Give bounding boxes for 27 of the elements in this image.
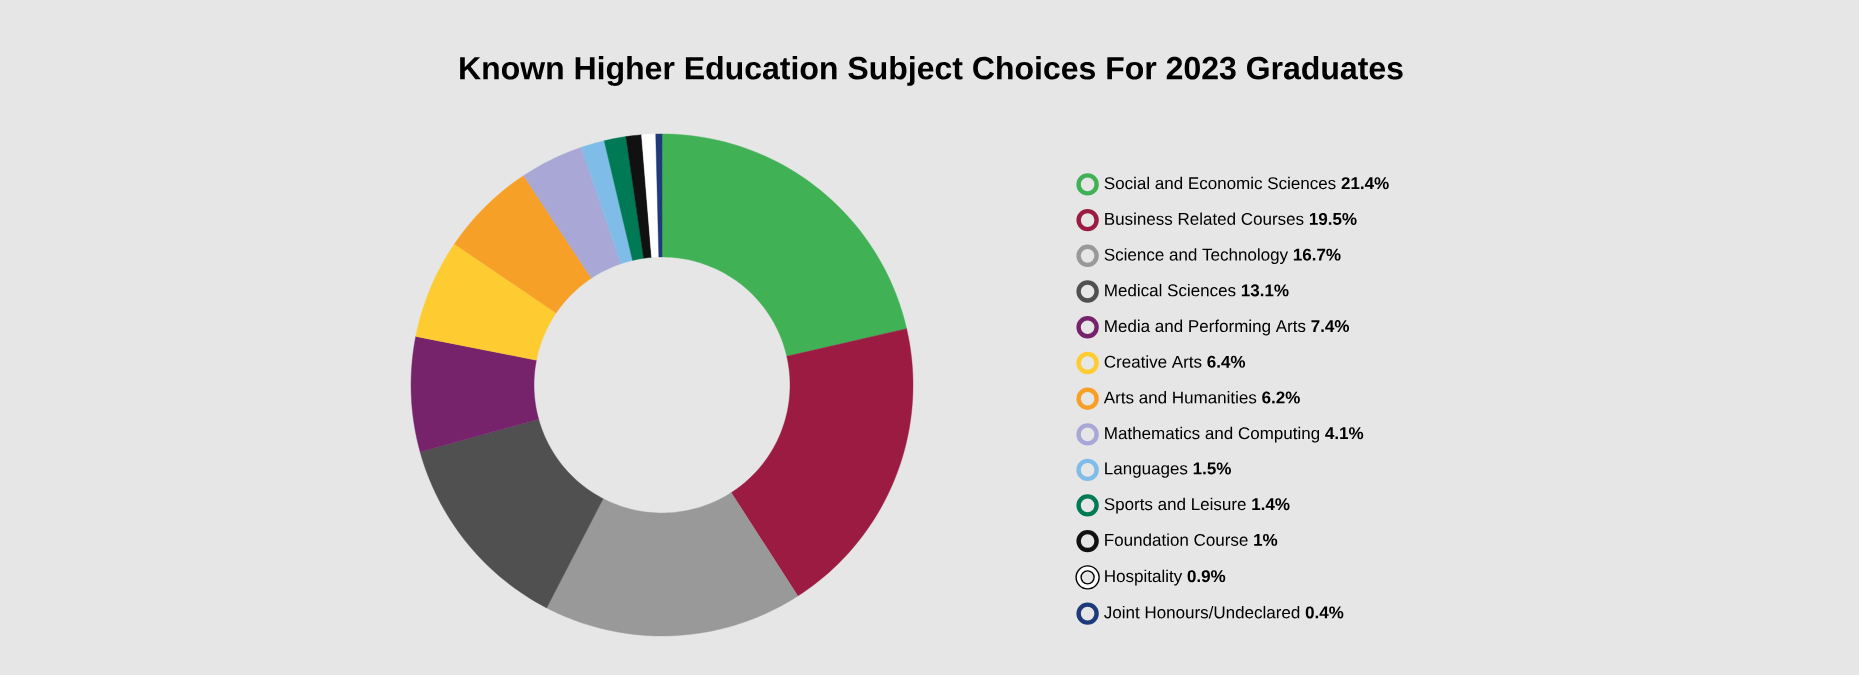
legend-label: Sports and Leisure xyxy=(1104,497,1246,514)
legend-label: Medical Sciences xyxy=(1105,283,1236,297)
legend-label: Arts and Humanities xyxy=(1103,391,1257,404)
data-label: 1.5% xyxy=(1193,462,1231,475)
data-label: 19.5% xyxy=(1309,212,1357,225)
data-label: 1% xyxy=(1254,533,1278,546)
data-label: 21.4% xyxy=(1341,177,1389,190)
data-label: 0.4% xyxy=(1305,606,1344,619)
legend-label: Hospitality xyxy=(1105,569,1183,586)
legend-label: Social and Economic Sciences xyxy=(1104,176,1336,190)
data-label: 1.4% xyxy=(1252,498,1290,511)
data-label: 4.1% xyxy=(1325,427,1364,440)
legend-label: Science and Technology xyxy=(1104,248,1289,264)
data-label: 7.4% xyxy=(1311,320,1350,333)
data-label: 16.7% xyxy=(1293,248,1341,261)
chart-title: Known Higher Education Subject Choices For 2023 Graduates xyxy=(460,56,1403,86)
legend-label: Languages xyxy=(1105,462,1188,478)
legend-label: Joint Honours/Undeclared xyxy=(1104,605,1300,619)
data-label: 6.4% xyxy=(1207,355,1246,368)
legend-label: Media and Performing Arts xyxy=(1105,319,1306,336)
data-label: 13.1% xyxy=(1241,284,1289,297)
data-label: 6.2% xyxy=(1262,391,1300,404)
legend-label: Foundation Course xyxy=(1105,533,1248,546)
data-label: 0.9% xyxy=(1187,570,1226,583)
legend-label: Creative Arts xyxy=(1104,355,1202,368)
legend-label: Business Related Courses xyxy=(1105,212,1304,225)
legend-label: Mathematics and Computing xyxy=(1105,426,1320,443)
